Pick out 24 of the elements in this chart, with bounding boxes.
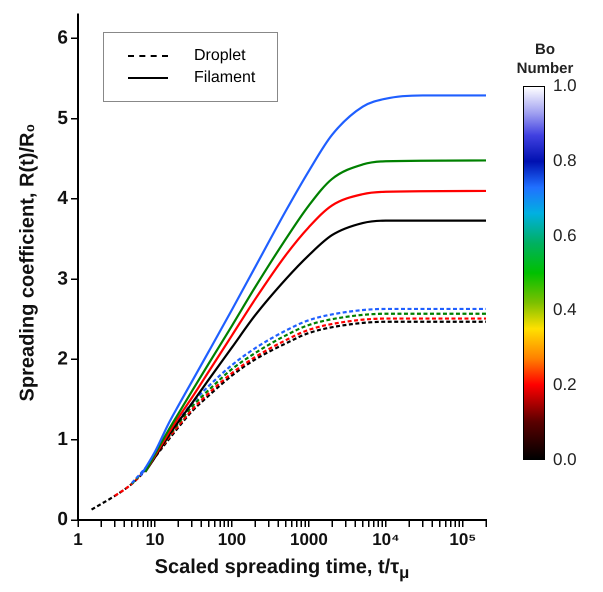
- y-tick-label: 0: [57, 509, 68, 530]
- x-tick-label: 10: [146, 530, 164, 549]
- legend-label: Filament: [194, 69, 256, 87]
- color-bar-label: 0.8: [553, 150, 577, 171]
- y-tick-label: 1: [57, 428, 68, 450]
- y-tick-label: 4: [57, 188, 68, 210]
- x-tick-label: 100: [218, 530, 246, 549]
- x-tick-label: 10⁵: [449, 530, 476, 549]
- x-tick-label: 10⁴: [372, 530, 400, 549]
- y-tick-label: 3: [57, 268, 68, 290]
- y-tick-label: 6: [57, 28, 68, 49]
- color-bar-label: 0.4: [553, 300, 577, 320]
- color-bar-label: 0.6: [553, 226, 577, 246]
- color-bar-label: 0.2: [553, 375, 577, 396]
- color-bar-title: Bo Number: [516, 40, 574, 78]
- y-tick-label: 5: [57, 108, 68, 129]
- y-tick-label: 2: [57, 348, 68, 370]
- color-bar-label: 0.0: [553, 450, 577, 470]
- color-bar-label: 1.0: [553, 76, 577, 96]
- legend-label: Droplet: [194, 47, 246, 65]
- x-tick-label: 1000: [290, 530, 328, 549]
- y-axis-title: Spreading coefficient, R(t)/R₀: [16, 122, 40, 403]
- x-tick-label: 1: [73, 530, 83, 549]
- x-axis-title: Scaled spreading time, t/τ$_{μ}$: [154, 556, 410, 583]
